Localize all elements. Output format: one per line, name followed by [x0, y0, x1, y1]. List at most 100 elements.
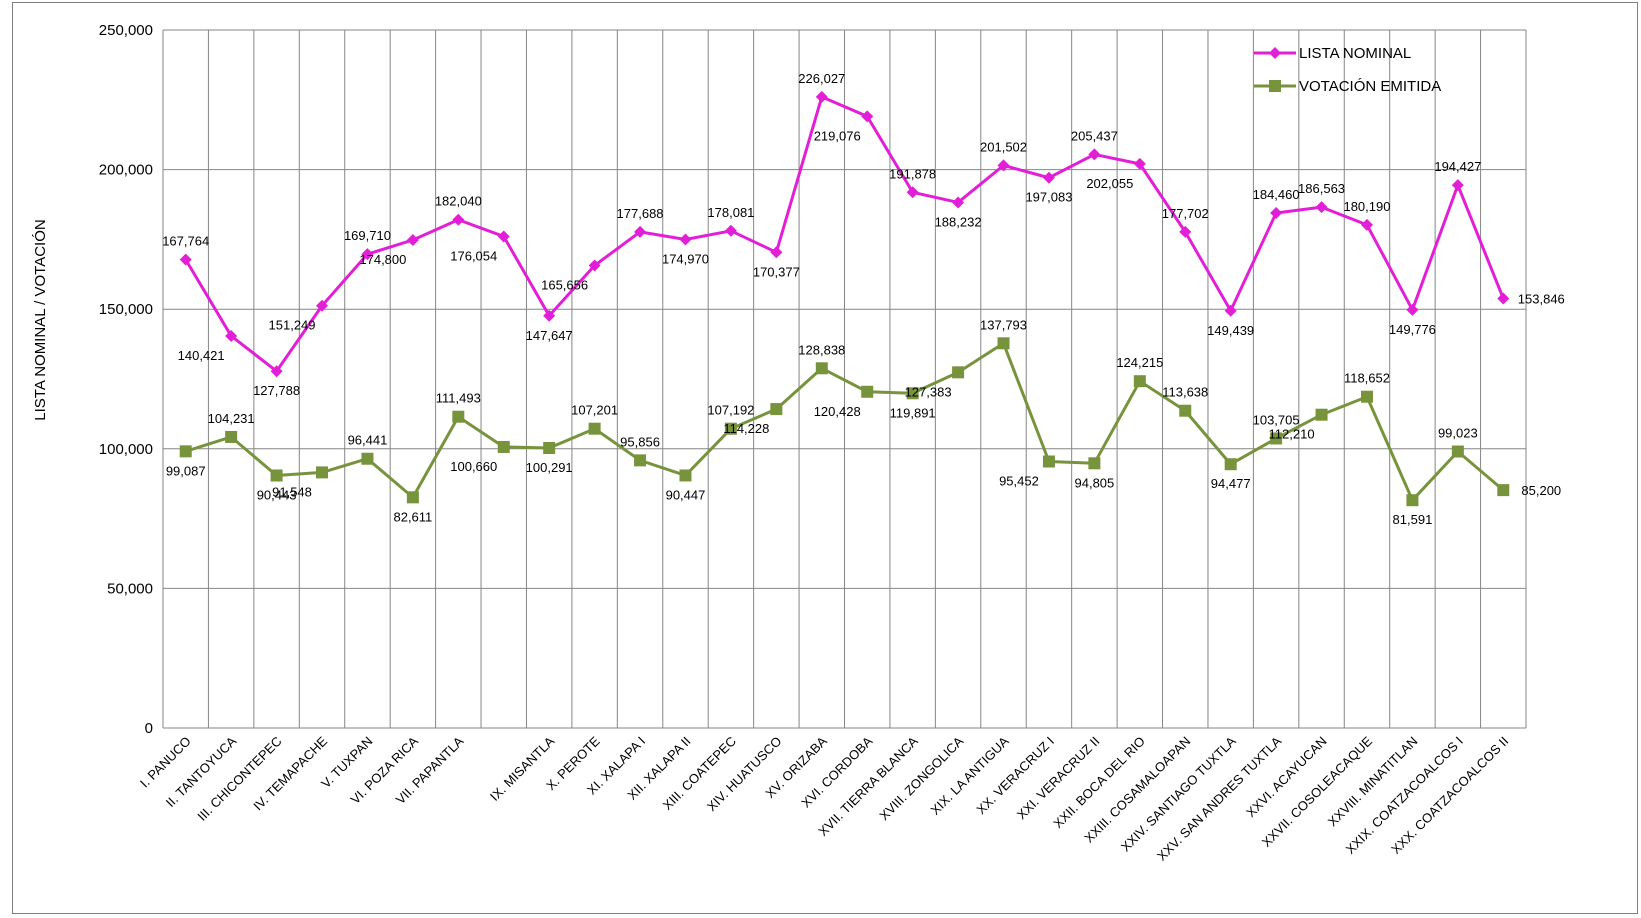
- lista-nominal-data-label: 178,081: [707, 205, 754, 220]
- lista-nominal-point: [179, 253, 192, 266]
- lista-nominal-data-label: 191,878: [889, 166, 936, 181]
- lista-nominal-point: [1224, 304, 1237, 317]
- lista-nominal-data-label: 177,702: [1162, 206, 1209, 221]
- votacion-emitida-point: [1088, 457, 1101, 470]
- votacion-emitida-data-label: 85,200: [1521, 483, 1561, 498]
- lista-nominal-point: [270, 365, 283, 378]
- votacion-emitida-data-label: 128,838: [798, 342, 845, 357]
- votacion-emitida-data-label: 111,493: [436, 391, 481, 406]
- chart-frame: [12, 2, 1638, 914]
- lista-nominal-data-label: 165,656: [541, 277, 588, 292]
- lista-nominal-data-label: 180,190: [1343, 199, 1390, 214]
- votacion-emitida-point: [1360, 390, 1373, 403]
- votacion-emitida-point: [270, 469, 283, 482]
- lista-nominal-point: [1360, 218, 1373, 231]
- y-tick-label: 200,000: [99, 162, 153, 179]
- votacion-emitida-point: [815, 362, 828, 375]
- lista-nominal-point: [724, 224, 737, 237]
- votacion-emitida-point: [1179, 404, 1192, 417]
- votacion-emitida-point: [361, 452, 374, 465]
- lista-nominal-point: [1451, 179, 1464, 192]
- lista-nominal-point: [952, 196, 965, 209]
- lista-nominal-point: [861, 110, 874, 123]
- votacion-emitida-point: [861, 385, 874, 398]
- votacion-emitida-point: [952, 366, 965, 379]
- votacion-emitida-data-label: 107,192: [707, 403, 754, 418]
- lista-nominal-point: [815, 90, 828, 103]
- votacion-emitida-point: [1497, 484, 1510, 497]
- lista-nominal-point: [1133, 157, 1146, 170]
- votacion-emitida-point: [997, 337, 1010, 350]
- votacion-emitida-data-label: 103,705: [1253, 412, 1300, 427]
- votacion-emitida-data-label: 113,638: [1162, 385, 1208, 400]
- legend: LISTA NOMINAL VOTACIÓN EMITIDA: [1254, 45, 1441, 95]
- votacion-emitida-data-label: 96,441: [348, 433, 388, 448]
- lista-nominal-point: [406, 233, 419, 246]
- legend-label: VOTACIÓN EMITIDA: [1299, 78, 1441, 95]
- votacion-emitida-data-label: 82,611: [393, 509, 432, 524]
- votacion-emitida-data-label: 112,210: [1269, 427, 1315, 442]
- votacion-emitida-point: [1133, 375, 1146, 388]
- lista-nominal-point: [997, 159, 1010, 172]
- y-tick-label: 250,000: [99, 22, 153, 39]
- votacion-emitida-data-label: 120,428: [814, 404, 861, 419]
- lista-nominal-data-label: 167,764: [162, 234, 209, 249]
- lista-nominal-data-label: 127,788: [253, 383, 300, 398]
- x-tick-label: IX. MISANTLA: [487, 733, 558, 804]
- legend-square-marker: [1269, 80, 1281, 92]
- lista-nominal-data-label: 219,076: [814, 128, 861, 143]
- x-tick-label: XVIII. ZONGOLICA: [876, 733, 966, 823]
- votacion-emitida-data-label: 94,477: [1211, 476, 1251, 491]
- votacion-emitida-point: [1451, 445, 1464, 458]
- votacion-emitida-point: [406, 491, 419, 504]
- votacion-emitida-data-label: 90,447: [666, 487, 706, 502]
- lista-nominal-point: [906, 186, 919, 199]
- lista-nominal-data-label: 147,647: [526, 328, 573, 343]
- votacion-emitida-data-label: 127,383: [905, 384, 952, 399]
- votacion-emitida-data-label: 91,548: [272, 484, 312, 499]
- lista-nominal-data-label: 184,460: [1253, 187, 1300, 202]
- votacion-emitida-data-label: 90,443: [257, 487, 297, 502]
- lista-nominal-point: [1042, 171, 1055, 184]
- votacion-emitida-data-label: 107,201: [571, 403, 618, 418]
- lista-nominal-point: [543, 309, 556, 322]
- votacion-emitida-data-label: 100,291: [526, 460, 573, 475]
- votacion-emitida-point: [1224, 458, 1237, 471]
- votacion-emitida-point: [1406, 494, 1419, 507]
- lista-nominal-point: [225, 329, 238, 342]
- lista-nominal-data-label: 188,232: [935, 214, 982, 229]
- lista-nominal-data-label: 174,970: [662, 251, 709, 266]
- x-tick-label: XXI. VERACRUZ II: [1014, 734, 1103, 823]
- data-labels: 167,764 140,421 127,788 151,249 169,710 174,8…: [162, 71, 1565, 527]
- votacion-emitida-data-label: 118,652: [1344, 371, 1390, 386]
- lista-nominal-data-label: 205,437: [1071, 128, 1118, 143]
- votacion-emitida-point: [770, 403, 783, 416]
- lista-nominal-data-label: 226,027: [798, 71, 845, 86]
- votacion-emitida-point: [906, 387, 919, 400]
- y-tick-label: 100,000: [99, 441, 153, 458]
- lista-nominal-point: [634, 225, 647, 238]
- y-tick-label: 50,000: [107, 580, 153, 597]
- lista-nominal-data-label: 197,083: [1025, 190, 1072, 205]
- lista-nominal-data-label: 201,502: [980, 139, 1027, 154]
- votacion-emitida-point: [588, 422, 601, 435]
- lista-nominal-data-label: 170,377: [753, 264, 800, 279]
- legend-diamond-marker: [1269, 47, 1281, 59]
- lista-nominal-data-label: 149,439: [1207, 323, 1254, 338]
- votacion-emitida-data-label: 124,215: [1116, 355, 1163, 370]
- votacion-emitida-point: [679, 469, 692, 482]
- series: [179, 90, 1510, 507]
- votacion-emitida-line: [185, 341, 1505, 502]
- votacion-emitida-data-label: 99,087: [166, 463, 206, 478]
- votacion-emitida-point: [497, 440, 510, 453]
- lista-nominal-data-label: 176,054: [450, 248, 497, 263]
- lista-nominal-line: [184, 95, 1505, 373]
- lista-nominal-point: [770, 246, 783, 259]
- lista-nominal-data-label: 149,776: [1389, 322, 1436, 337]
- x-tick-label: XX. VERACRUZ I: [973, 734, 1057, 818]
- y-tick-label: 0: [145, 720, 153, 737]
- lista-nominal-point: [316, 299, 329, 312]
- lista-nominal-point: [679, 233, 692, 246]
- votacion-emitida-point: [1042, 455, 1055, 468]
- y-tick-label: 150,000: [99, 301, 153, 318]
